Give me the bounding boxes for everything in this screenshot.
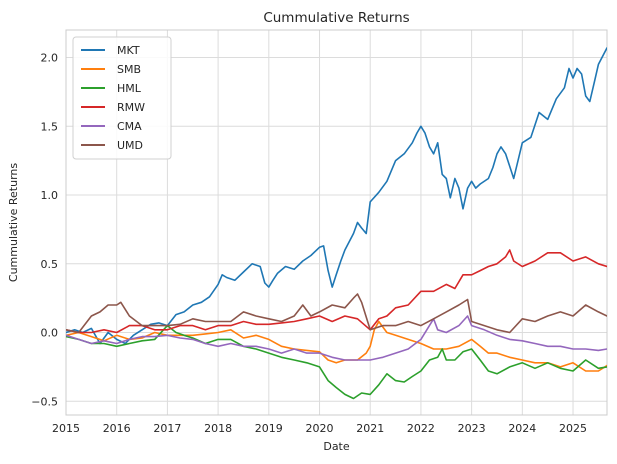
x-tick-label: 2021 bbox=[356, 422, 384, 435]
y-tick-label: 0.5 bbox=[41, 258, 59, 271]
y-tick-label: 1.5 bbox=[41, 120, 59, 133]
x-tick-label: 2023 bbox=[458, 422, 486, 435]
chart-title: Cummulative Returns bbox=[263, 10, 409, 26]
y-tick-label: 2.0 bbox=[41, 52, 59, 65]
x-tick-label: 2016 bbox=[103, 422, 131, 435]
legend-label-cma: CMA bbox=[117, 120, 142, 133]
series-line-mkt bbox=[66, 47, 607, 345]
x-tick-label: 2015 bbox=[52, 422, 80, 435]
legend-label-rmw: RMW bbox=[117, 101, 145, 114]
y-axis-label: Cummulative Returns bbox=[7, 163, 20, 282]
x-tick-label: 2019 bbox=[255, 422, 283, 435]
y-tick-label: 1.0 bbox=[41, 189, 59, 202]
legend-box bbox=[72, 36, 172, 160]
y-tick-label: 0.0 bbox=[41, 327, 59, 340]
x-tick-labels: 2015 2016 2017 2018 2019 2020 2021 2022 2023 2024… bbox=[52, 422, 587, 435]
legend-label-umd: UMD bbox=[117, 139, 143, 152]
y-tick-label: −0.5 bbox=[31, 395, 58, 408]
legend-label-mkt: MKT bbox=[117, 44, 140, 57]
x-tick-label: 2024 bbox=[508, 422, 536, 435]
x-axis-label: Date bbox=[323, 440, 350, 453]
x-tick-label: 2018 bbox=[204, 422, 232, 435]
legend: MKT SMB HML RMW CMA UMD bbox=[72, 36, 172, 160]
plot-frame bbox=[65, 29, 608, 416]
x-tick-label: 2025 bbox=[559, 422, 587, 435]
series-line-cma bbox=[66, 315, 607, 361]
y-tick-labels: −0.5 0.0 0.5 1.0 1.5 2.0 bbox=[31, 52, 58, 409]
x-tick-label: 2017 bbox=[153, 422, 181, 435]
legend-label-hml: HML bbox=[117, 82, 142, 95]
series-line-hml bbox=[66, 324, 607, 400]
series-lines bbox=[66, 47, 607, 400]
legend-label-smb: SMB bbox=[117, 63, 141, 76]
x-tick-label: 2022 bbox=[407, 422, 435, 435]
x-tick-label: 2020 bbox=[306, 422, 334, 435]
series-line-umd bbox=[66, 293, 607, 334]
